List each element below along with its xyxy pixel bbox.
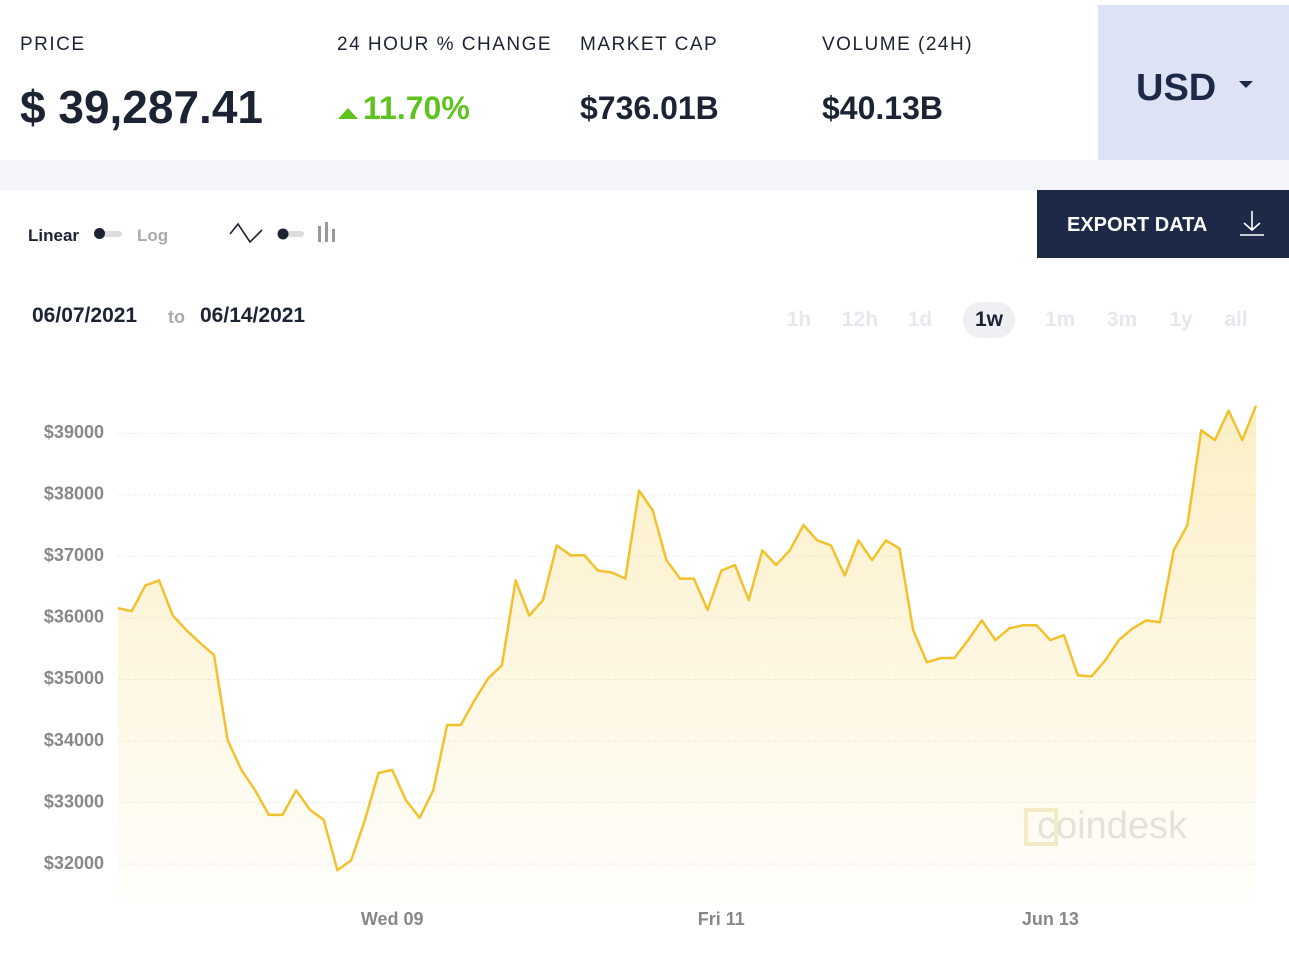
bar-icon <box>318 222 335 242</box>
stat-label: 24 HOUR % CHANGE <box>337 34 553 55</box>
range-button[interactable]: 1h <box>786 308 812 331</box>
stat-value: $40.13B <box>822 90 943 126</box>
stat-label: MARKET CAP <box>580 34 719 55</box>
range-button[interactable]: 1m <box>1044 308 1076 331</box>
export-button[interactable]: EXPORT DATA <box>1037 190 1289 258</box>
y-tick-label: $34000 <box>44 730 104 750</box>
line-icon <box>229 222 263 244</box>
y-tick-label: $33000 <box>44 791 104 811</box>
stat-value: $736.01B <box>580 90 719 126</box>
log-option[interactable]: Log <box>137 226 169 245</box>
x-tick-label: Wed 09 <box>361 909 424 929</box>
toggle[interactable] <box>94 228 122 239</box>
range-button[interactable]: 1y <box>1169 308 1193 331</box>
line <box>117 405 1258 872</box>
date-to-word: to <box>168 307 185 327</box>
x-tick-label: Jun 13 <box>1022 909 1079 929</box>
stat-value: $ 39,287.41 <box>20 81 264 133</box>
y-tick-label: $35000 <box>44 668 104 688</box>
currency-box[interactable]: USD <box>1098 5 1289 160</box>
stat-value: 11.70% <box>363 90 470 126</box>
y-tick-label: $38000 <box>44 484 104 504</box>
toggle-knob <box>277 228 289 240</box>
range-button[interactable]: 12h <box>841 308 879 331</box>
caret <box>1239 81 1253 88</box>
currency[interactable]: USD <box>1136 67 1217 109</box>
toggle-knob <box>94 228 105 239</box>
download-icon <box>1240 211 1264 236</box>
range-button[interactable]: 1w <box>963 302 1015 338</box>
y-tick-label: $39000 <box>44 422 104 442</box>
x-tick-label: Fri 11 <box>698 909 745 929</box>
stat-label: VOLUME (24H) <box>822 34 974 55</box>
y-tick-label: $32000 <box>44 853 104 873</box>
stat-label: PRICE <box>20 34 86 55</box>
area <box>118 405 1256 901</box>
chart-type-toggle[interactable] <box>228 220 348 248</box>
export-label: EXPORT DATA <box>1067 214 1208 236</box>
range-button[interactable]: 1d <box>907 308 933 331</box>
y-tick-label: $36000 <box>44 607 104 627</box>
range-button[interactable]: 3m <box>1106 308 1138 331</box>
range-button[interactable]: all <box>1224 308 1248 331</box>
y-tick-label: $37000 <box>44 545 104 565</box>
up-arrow <box>338 108 358 119</box>
band <box>0 160 1289 190</box>
date-to[interactable]: 06/14/2021 <box>200 304 306 327</box>
linear-option[interactable]: Linear <box>28 226 80 245</box>
date-from[interactable]: 06/07/2021 <box>32 304 138 327</box>
